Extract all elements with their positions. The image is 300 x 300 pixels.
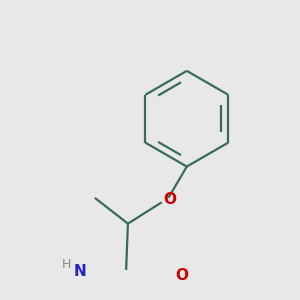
Text: O: O bbox=[164, 192, 177, 207]
Text: N: N bbox=[74, 264, 86, 279]
Text: H: H bbox=[61, 258, 71, 271]
Text: O: O bbox=[176, 268, 188, 283]
